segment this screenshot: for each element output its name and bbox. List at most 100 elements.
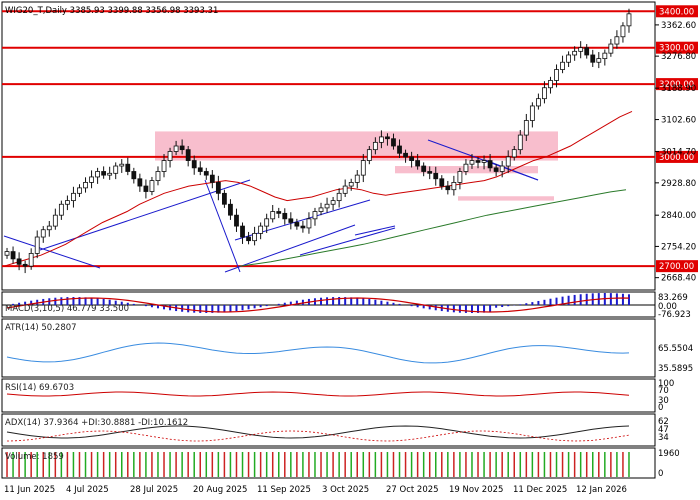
candle-body <box>28 253 34 267</box>
candle-body <box>572 50 578 56</box>
candle-body <box>294 222 300 227</box>
candle-body <box>620 25 626 38</box>
candles <box>4 8 632 274</box>
candle-body <box>137 178 143 187</box>
ma-slow-line <box>239 189 627 267</box>
time-axis-label: 12 Jan 2026 <box>576 485 627 495</box>
price-zone <box>155 131 558 161</box>
candle-body <box>542 87 547 100</box>
atr-pane[interactable] <box>1 318 656 378</box>
candle-body <box>77 187 82 194</box>
trendline <box>204 179 241 273</box>
candle-body <box>487 160 493 169</box>
macd-tick-label: -76.923 <box>658 310 691 320</box>
price-tick-label: 3276.80 <box>661 52 696 62</box>
candle-body <box>197 167 203 172</box>
candle-body <box>403 152 408 158</box>
horizontal-levels[interactable] <box>2 10 655 268</box>
price-zone <box>458 196 554 201</box>
candle-body <box>439 178 445 187</box>
volume-pane[interactable] <box>1 447 656 479</box>
candle-body <box>602 52 608 60</box>
candle-body <box>493 167 499 172</box>
level-tag-label: 3200.00 <box>659 80 694 90</box>
time-axis-label: 3 Oct 2025 <box>322 485 369 495</box>
candle-body <box>354 174 360 183</box>
volume-tick-label: 0 <box>658 469 663 479</box>
candle-body <box>113 165 119 174</box>
trendline <box>234 199 371 241</box>
candle-body <box>584 47 590 56</box>
candle-body <box>385 136 390 140</box>
trendline <box>224 224 356 273</box>
atr-label: ATR(14) 50.2807 <box>5 323 77 333</box>
adx-tick-label: 47 <box>658 425 669 435</box>
candle-body <box>523 120 529 136</box>
candle-body <box>270 211 276 220</box>
candle-body <box>554 69 559 81</box>
macd-tick-label: 83.269 <box>658 293 688 303</box>
candle-body <box>282 212 288 220</box>
candle-body <box>415 160 421 167</box>
candle-body <box>529 105 535 121</box>
candle-body <box>548 80 553 89</box>
candle-body <box>71 192 76 202</box>
rsi-label: RSI(14) 69.6703 <box>5 383 74 393</box>
candle-body <box>252 232 257 242</box>
time-axis-label: 11 Jun 2025 <box>4 485 55 495</box>
candle-body <box>578 47 584 52</box>
trendline <box>299 227 396 256</box>
indicator-series <box>2 293 655 477</box>
candle-body <box>209 174 215 183</box>
candle-body <box>185 149 191 161</box>
rsi-tick-label: 100 <box>658 379 674 389</box>
candle-body <box>372 141 378 151</box>
plus-di-line <box>6 430 630 442</box>
candle-body <box>626 13 632 27</box>
candle-body <box>312 211 318 220</box>
level-tag-label: 2700.00 <box>659 262 694 272</box>
rsi-tick-label: 30 <box>658 396 669 406</box>
volume-tick-label: 1960 <box>658 449 680 459</box>
rsi-tick-label: 70 <box>658 386 669 396</box>
adx-line <box>6 425 630 439</box>
trendline <box>354 225 396 236</box>
time-axis-label: 20 Aug 2025 <box>193 485 247 495</box>
candle-body <box>536 98 541 107</box>
candle-body <box>228 203 233 216</box>
candle-body <box>421 165 427 172</box>
rsi-line <box>6 391 630 397</box>
candle-body <box>481 160 487 163</box>
candle-body <box>40 229 46 238</box>
time-axis-label: 19 Nov 2025 <box>449 485 503 495</box>
candle-body <box>246 236 251 242</box>
trendline <box>3 235 101 269</box>
macd-signal-line <box>6 297 630 313</box>
candle-body <box>433 172 439 180</box>
candle-body <box>445 185 451 191</box>
candle-body <box>240 225 245 238</box>
candle-body <box>499 165 505 172</box>
price-tick-label: 3014.70 <box>661 148 696 158</box>
candle-body <box>215 182 221 194</box>
price-tick-label: 2754.20 <box>661 242 696 252</box>
level-tag <box>656 260 698 273</box>
time-axis: 11 Jun 2025 4 Jul 2025 28 Jul 2025 20 Aug 2… <box>4 485 627 495</box>
macd-tick-label: 0.00 <box>658 302 677 312</box>
time-axis-label: 28 Jul 2025 <box>130 485 178 495</box>
candle-body <box>451 182 457 191</box>
candle-body <box>409 156 414 161</box>
chart-title: WIG20_T,Daily 3385.93 3399.88 3356.98 33… <box>5 6 218 16</box>
price-tick-label: 3188.90 <box>661 84 696 94</box>
candle-body <box>379 136 384 143</box>
candle-body <box>10 251 16 260</box>
adx-pane[interactable] <box>1 413 656 447</box>
adx-tick-label: 62 <box>658 417 669 427</box>
candle-body <box>222 192 227 205</box>
candle-body <box>397 145 402 154</box>
candle-body <box>155 171 161 181</box>
candle-body <box>65 200 70 205</box>
price-tick-label: 3102.60 <box>661 116 696 126</box>
